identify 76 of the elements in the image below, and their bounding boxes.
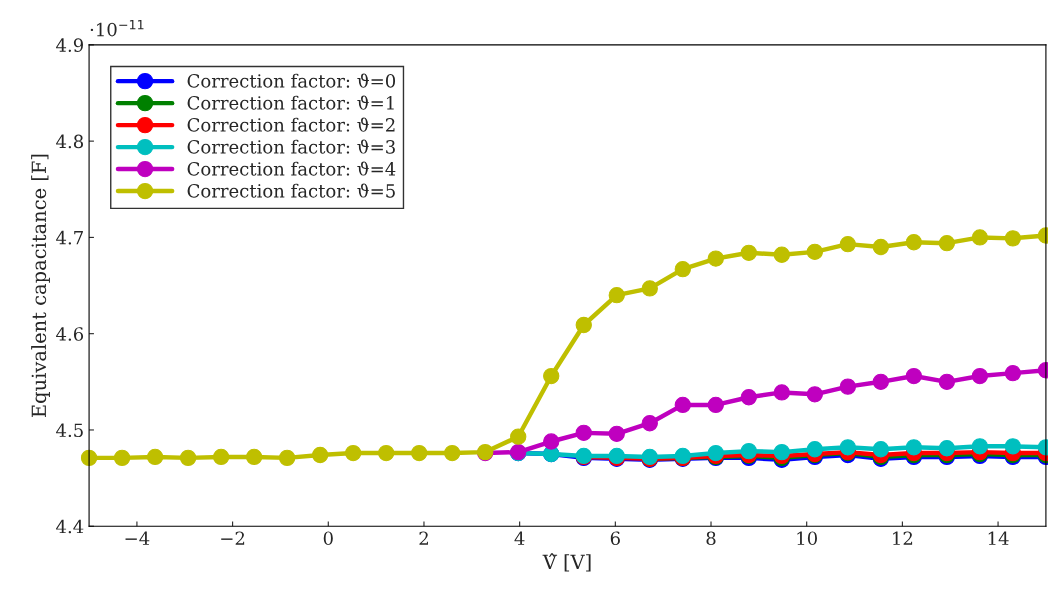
point [543, 433, 560, 450]
point [510, 428, 527, 445]
legend-label: Correction factor: ϑ=0 [187, 73, 396, 88]
point [938, 440, 956, 457]
legend-label: Correction factor: ϑ=1 [187, 95, 394, 110]
point [773, 246, 790, 263]
text: ·10$^{−11}$ [90, 20, 144, 37]
point [641, 280, 658, 297]
point [543, 367, 560, 385]
x-tick-label: −4 [125, 531, 150, 545]
point [971, 438, 989, 455]
point [212, 448, 230, 466]
point [345, 444, 362, 462]
point [146, 448, 164, 466]
point [971, 229, 989, 246]
y-tick-label: 4.6 [56, 327, 84, 341]
point [740, 389, 757, 406]
point [411, 444, 428, 462]
point [740, 244, 757, 261]
x-tick-label: 4 [514, 531, 525, 545]
point [773, 443, 790, 461]
point [674, 396, 691, 414]
point [575, 316, 592, 334]
point [839, 235, 856, 253]
point [1004, 230, 1022, 247]
point [179, 449, 197, 467]
x-tick-label: 0 [323, 531, 333, 546]
point [444, 444, 461, 462]
point [905, 439, 923, 456]
point [575, 424, 592, 442]
y-tick-label: 4.9 [56, 38, 83, 52]
point [806, 441, 823, 458]
point [839, 378, 856, 395]
x-tick-label: 6 [610, 531, 620, 546]
point [971, 367, 989, 385]
point [378, 444, 395, 462]
point [674, 261, 691, 278]
point [773, 384, 790, 401]
x-tick-label: 8 [706, 531, 716, 546]
y-tick-label: 4.5 [56, 423, 83, 438]
point [1004, 438, 1022, 455]
x-tick-label: −2 [221, 531, 245, 545]
point [608, 425, 625, 442]
point [311, 446, 329, 464]
point [872, 373, 890, 390]
legend-label: Correction factor: ϑ=5 [187, 183, 395, 198]
point [113, 449, 131, 467]
point [872, 238, 890, 256]
x-axis-title: V̂ [V] [542, 553, 591, 572]
legend-label: Correction factor: ϑ=4 [187, 161, 396, 176]
point [608, 287, 625, 304]
x-tick-label: 14 [988, 531, 1009, 545]
point [740, 442, 757, 460]
point [806, 243, 823, 261]
legend-label: Correction factor: ϑ=3 [187, 139, 395, 154]
point [905, 234, 923, 251]
point [245, 448, 263, 466]
point [806, 386, 823, 403]
y-tick-label: 4.7 [56, 230, 83, 245]
point [839, 439, 856, 456]
point [938, 373, 956, 390]
point [278, 449, 296, 467]
point [938, 235, 956, 252]
point [905, 367, 923, 385]
y-axis-title: Equivalent capacitance [F] [31, 154, 50, 417]
point [707, 396, 724, 414]
legend-label: Correction factor: ϑ=2 [187, 117, 395, 132]
x-tick-label: 2 [419, 531, 428, 545]
point [641, 415, 658, 432]
y-tick-label: 4.4 [56, 519, 84, 534]
x-tick-label: 10 [797, 531, 817, 546]
point [872, 441, 890, 458]
point [1004, 365, 1022, 382]
y-tick-label: 4.8 [56, 134, 83, 149]
x-tick-label: 12 [893, 531, 913, 545]
point [707, 250, 724, 267]
